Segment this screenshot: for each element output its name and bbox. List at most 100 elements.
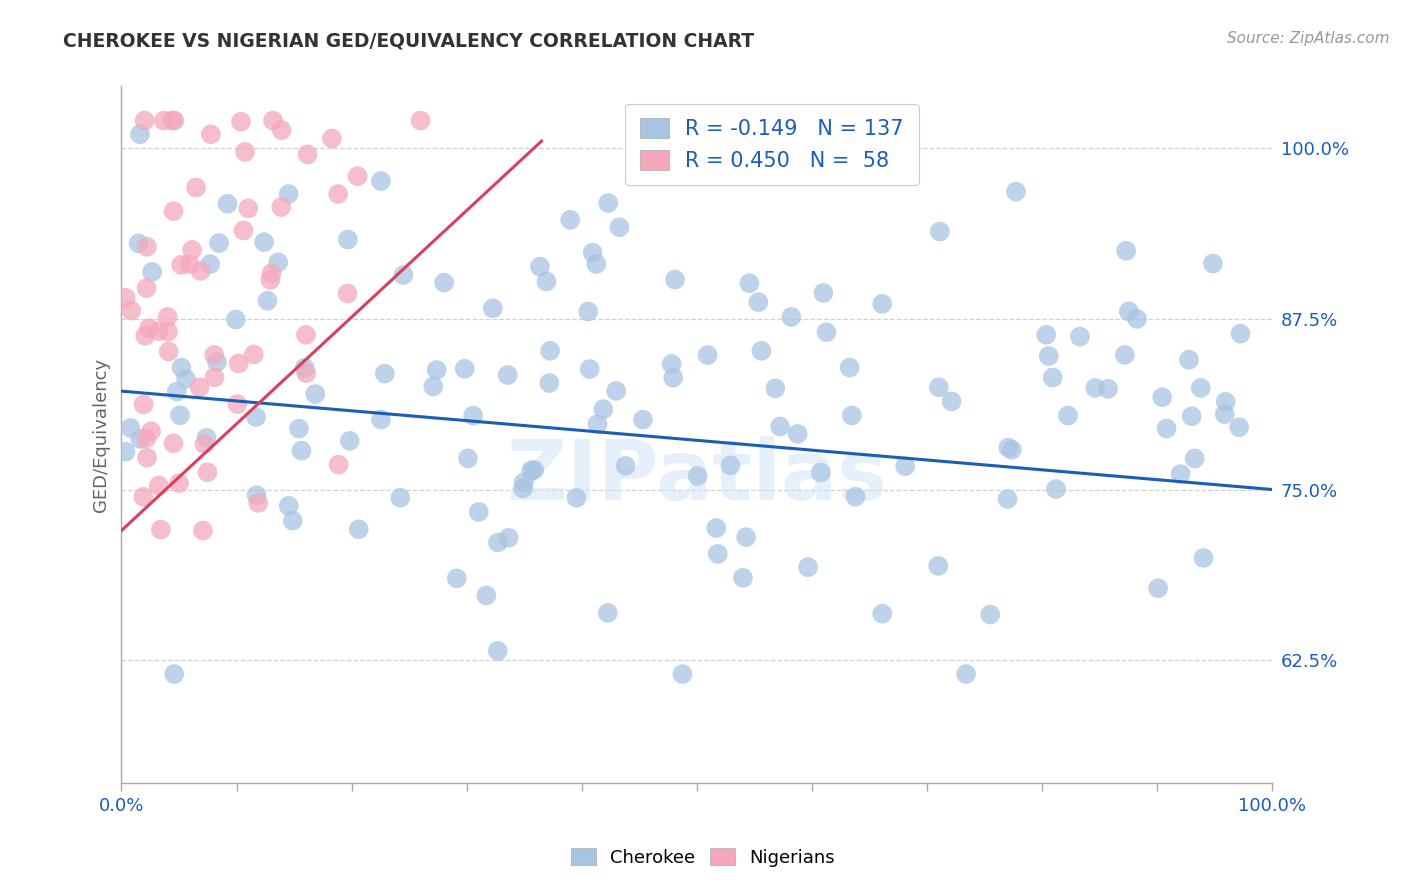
Nigerians (132, 490, 155, 504)
Cherokee (870, 297, 893, 311)
Cherokee (955, 667, 977, 681)
Cherokee (662, 370, 685, 384)
Cherokee (513, 475, 536, 490)
Cherokee (529, 260, 551, 274)
Nigerians (204, 370, 226, 384)
Cherokee (205, 355, 228, 369)
Cherokee (1005, 185, 1028, 199)
Cherokee (664, 272, 686, 286)
Nigerians (148, 478, 170, 492)
Cherokee (481, 301, 503, 316)
Nigerians (163, 113, 186, 128)
Cherokee (997, 491, 1019, 506)
Cherokee (1001, 442, 1024, 457)
Cherokee (1178, 352, 1201, 367)
Cherokee (253, 235, 276, 249)
Nigerians (197, 465, 219, 479)
Cherokee (538, 343, 561, 358)
Cherokee (704, 521, 727, 535)
Cherokee (370, 412, 392, 426)
Nigerians (134, 328, 156, 343)
Cherokee (454, 361, 477, 376)
Cherokee (198, 257, 221, 271)
Cherokee (129, 127, 152, 141)
Text: ZIPatlas: ZIPatlas (506, 436, 887, 517)
Nigerians (179, 257, 201, 271)
Cherokee (217, 196, 239, 211)
Cherokee (1215, 394, 1237, 409)
Nigerians (226, 397, 249, 411)
Cherokee (496, 368, 519, 382)
Cherokee (1192, 551, 1215, 566)
Cherokee (586, 417, 609, 432)
Nigerians (162, 436, 184, 450)
Nigerians (184, 180, 207, 194)
Cherokee (389, 491, 412, 505)
Cherokee (565, 491, 588, 505)
Cherokee (894, 459, 917, 474)
Cherokee (605, 384, 627, 398)
Cherokee (661, 357, 683, 371)
Cherokee (128, 236, 150, 251)
Cherokee (1189, 381, 1212, 395)
Cherokee (979, 607, 1001, 622)
Cherokee (1035, 327, 1057, 342)
Nigerians (262, 113, 284, 128)
Nigerians (295, 327, 318, 342)
Nigerians (157, 325, 180, 339)
Cherokee (498, 531, 520, 545)
Cherokee (422, 379, 444, 393)
Cherokee (1202, 256, 1225, 270)
Cherokee (281, 514, 304, 528)
Cherokee (475, 588, 498, 602)
Nigerians (134, 113, 156, 128)
Cherokee (1213, 407, 1236, 421)
Cherokee (631, 412, 654, 426)
Cherokee (195, 431, 218, 445)
Cherokee (433, 276, 456, 290)
Cherokee (797, 560, 820, 574)
Nigerians (202, 348, 225, 362)
Cherokee (129, 432, 152, 446)
Nigerians (229, 114, 252, 128)
Nigerians (193, 437, 215, 451)
Nigerians (270, 200, 292, 214)
Nigerians (139, 424, 162, 438)
Cherokee (120, 421, 142, 435)
Cherokee (578, 362, 600, 376)
Legend: R = -0.149   N = 137, R = 0.450   N =  58: R = -0.149 N = 137, R = 0.450 N = 58 (626, 103, 918, 186)
Cherokee (1057, 409, 1080, 423)
Cherokee (696, 348, 718, 362)
Cherokee (170, 360, 193, 375)
Cherokee (671, 667, 693, 681)
Nigerians (135, 240, 157, 254)
Cherokee (208, 236, 231, 251)
Cherokee (815, 325, 838, 339)
Nigerians (181, 243, 204, 257)
Nigerians (162, 113, 184, 128)
Cherokee (731, 571, 754, 585)
Cherokee (560, 212, 582, 227)
Cherokee (614, 458, 637, 473)
Cherokee (163, 667, 186, 681)
Nigerians (170, 258, 193, 272)
Cherokee (486, 644, 509, 658)
Cherokee (523, 463, 546, 477)
Text: CHEROKEE VS NIGERIAN GED/EQUIVALENCY CORRELATION CHART: CHEROKEE VS NIGERIAN GED/EQUIVALENCY COR… (63, 31, 755, 50)
Cherokee (339, 434, 361, 448)
Nigerians (270, 123, 292, 137)
Cherokee (585, 257, 607, 271)
Cherokee (374, 367, 396, 381)
Text: Source: ZipAtlas.com: Source: ZipAtlas.com (1226, 31, 1389, 46)
Nigerians (409, 113, 432, 128)
Nigerians (260, 266, 283, 280)
Cherokee (720, 458, 742, 473)
Cherokee (1042, 370, 1064, 384)
Cherokee (997, 441, 1019, 455)
Cherokee (786, 426, 808, 441)
Cherokee (738, 277, 761, 291)
Cherokee (707, 547, 730, 561)
Cherokee (1181, 409, 1204, 424)
Cherokee (392, 268, 415, 282)
Cherokee (576, 304, 599, 318)
